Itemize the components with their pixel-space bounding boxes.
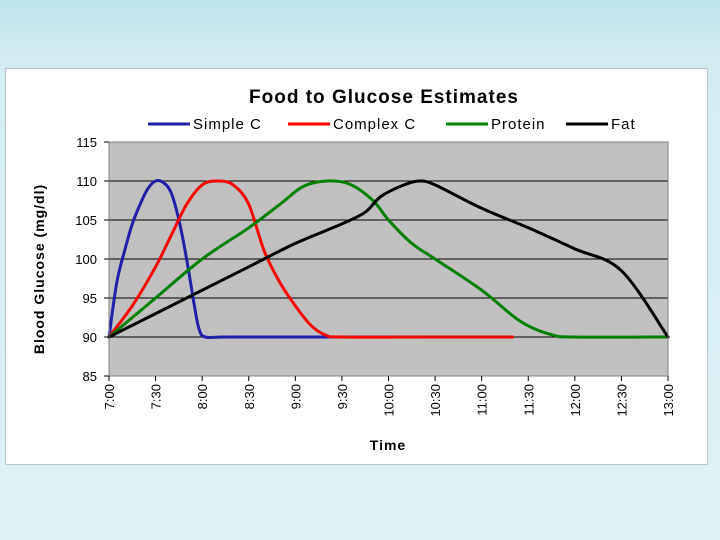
series-line-protein [107, 179, 670, 339]
legend-label-protein: Protein [491, 116, 546, 133]
legend-label-fat: Fat [611, 116, 636, 133]
y-tick-label: 95 [83, 291, 97, 306]
y-axis-title: Blood Glucose (mg/dl) [31, 184, 47, 354]
line-chart: Food to Glucose Estimates Simple C Comple… [31, 87, 676, 453]
x-tick-label: 10:00 [382, 384, 397, 417]
y-tick-label: 110 [76, 174, 97, 189]
x-tick-label: 9:30 [335, 384, 350, 409]
x-tick-label: 11:30 [521, 384, 536, 416]
x-tick-label: 9:00 [288, 384, 303, 409]
x-tick-label: 12:30 [614, 384, 629, 417]
y-axis-ticks: 85 90 95 100 105 110 115 [75, 135, 109, 384]
x-tick-label: 13:00 [661, 384, 676, 417]
x-tick-label: 7:30 [149, 384, 164, 409]
chart-title: Food to Glucose Estimates [249, 87, 519, 108]
legend-label-simple-c: Simple C [193, 116, 262, 133]
y-tick-label: 85 [83, 369, 97, 384]
x-axis-title: Time [370, 437, 406, 453]
series-line-fat [107, 179, 670, 339]
x-tick-label: 11:00 [475, 384, 490, 416]
x-tick-label: 8:30 [242, 384, 257, 409]
y-tick-label: 100 [75, 252, 97, 267]
y-tick-label: 105 [75, 213, 97, 228]
x-tick-label: 7:00 [102, 384, 117, 409]
chart-legend: Simple C Complex C Protein Fat [148, 116, 636, 133]
series-line-simple-c [107, 179, 422, 340]
y-tick-label: 90 [83, 330, 97, 345]
x-tick-label: 12:00 [568, 384, 583, 417]
series-layer [107, 179, 670, 340]
series-line-complex-c [107, 179, 515, 339]
x-tick-label: 8:00 [195, 384, 210, 409]
legend-label-complex-c: Complex C [333, 116, 416, 133]
y-tick-label: 115 [76, 135, 97, 150]
x-tick-label: 10:30 [428, 384, 443, 417]
chart-frame: Food to Glucose Estimates Simple C Comple… [5, 68, 708, 465]
x-axis-ticks: 7:00 7:30 8:00 8:30 9:00 9:30 10:00 10:30 11:00 1… [102, 376, 676, 417]
